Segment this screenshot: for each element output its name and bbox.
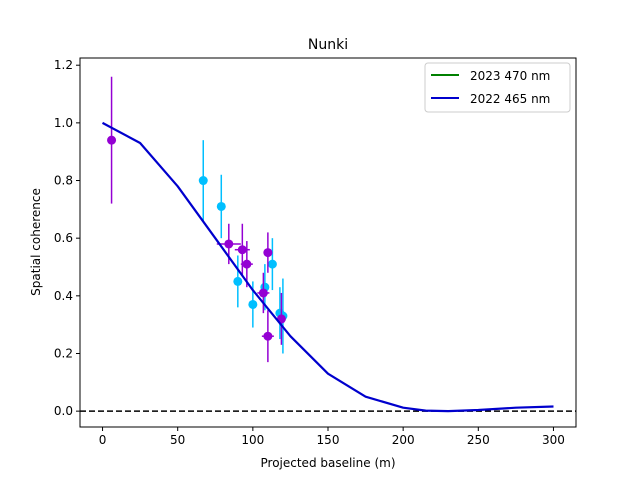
legend: 2023 470 nm 2022 465 nm [424, 62, 571, 113]
data-point [248, 299, 258, 309]
plot-area [80, 76, 576, 413]
data-point [263, 248, 273, 258]
data-point [258, 288, 268, 298]
x-tick-label: 200 [392, 433, 415, 447]
data-point [107, 135, 117, 145]
x-tick-label: 100 [241, 433, 264, 447]
y-tick-label: 0.2 [54, 346, 73, 360]
x-tick-label: 150 [317, 433, 340, 447]
data-point [198, 176, 208, 186]
y-axis: 0.0 0.2 0.4 0.6 0.8 1.0 1.2 [54, 58, 80, 418]
data-point [237, 245, 247, 255]
y-tick-label: 0.8 [54, 174, 73, 188]
y-tick-label: 1.0 [54, 116, 73, 130]
plot-frame [79, 57, 577, 428]
y-tick-label: 1.2 [54, 58, 73, 72]
data-point [263, 331, 273, 341]
legend-label-2022: 2022 465 nm [470, 92, 550, 106]
x-axis: 0 50 100 150 200 250 300 [99, 427, 565, 447]
x-tick-label: 50 [170, 433, 185, 447]
data-point [233, 276, 243, 286]
data-point [242, 259, 252, 269]
data-point [267, 259, 277, 269]
data-point [224, 239, 234, 249]
legend-label-2023: 2023 470 nm [470, 69, 550, 83]
y-tick-label: 0.4 [54, 289, 73, 303]
model-curve [101, 121, 554, 413]
x-axis-label: Projected baseline (m) [261, 456, 396, 470]
y-tick-label: 0.0 [54, 404, 73, 418]
y-tick-label: 0.6 [54, 231, 73, 245]
x-tick-label: 0 [99, 433, 107, 447]
y-axis-label: Spatial coherence [29, 188, 43, 296]
x-tick-label: 300 [542, 433, 565, 447]
x-tick-label: 250 [467, 433, 490, 447]
legend-frame [424, 62, 571, 113]
chart-title: Nunki [308, 37, 348, 53]
data-point [216, 201, 226, 211]
